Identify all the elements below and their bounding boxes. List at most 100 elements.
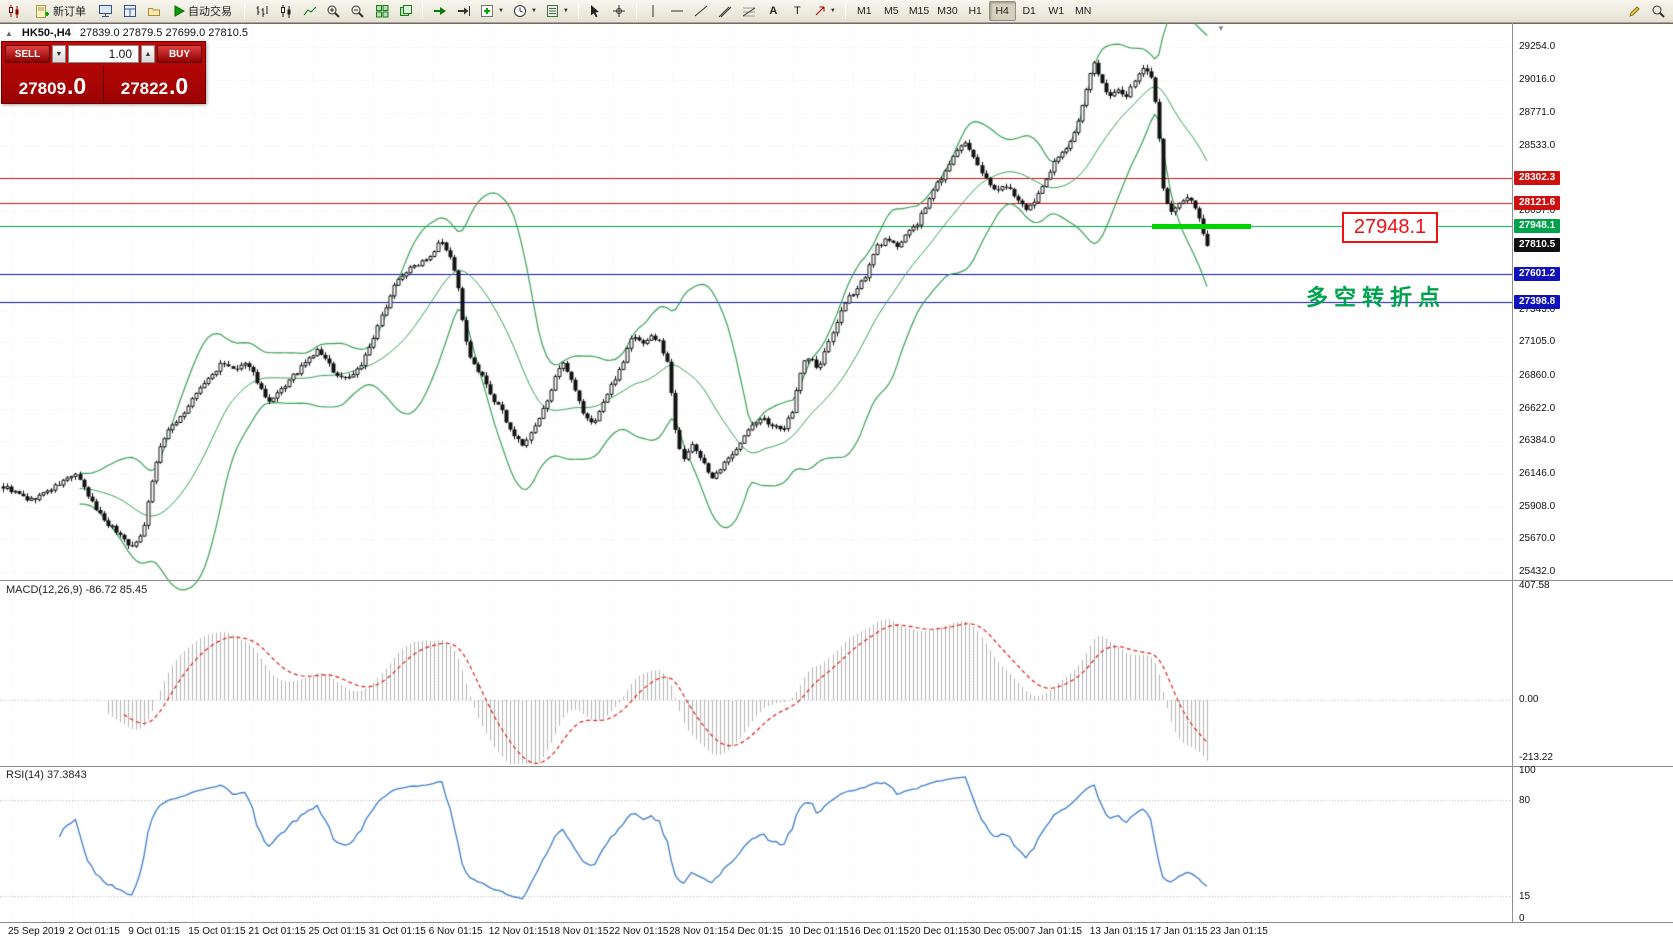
channel-icon[interactable] [714, 1, 737, 21]
text-icon[interactable]: A [769, 5, 778, 17]
auto-trading-icon [174, 5, 185, 17]
macd-axis-tick: -213.22 [1519, 752, 1553, 763]
rsi-axis-tick: 100 [1519, 765, 1536, 776]
date-axis-label: 6 Nov 01:15 [428, 926, 483, 937]
date-axis-label: 31 Oct 01:15 [368, 926, 426, 937]
time-axis[interactable]: 25 Sep 2019 2 Oct 01:15 9 Oct 01:15 15 Oct … [0, 923, 1673, 943]
data-window-icon[interactable] [118, 1, 141, 21]
new-chart-icon[interactable] [3, 1, 27, 21]
rsi-label: RSI(14) 37.3843 [6, 769, 87, 781]
timeframe-mn[interactable]: MN [1075, 5, 1092, 17]
chevron-down-icon: ▼ [829, 8, 836, 14]
main-toolbar: 新订单 自动交易 ▼ ▼ ▼ A T ▼ M1 M5 M15 M30 H1 H4 D1 W1 M… [0, 0, 1673, 23]
date-axis-label: 25 Oct 01:15 [308, 926, 366, 937]
rsi-axis-tick: 80 [1519, 794, 1531, 806]
price-tag-support: 27601.2 [1514, 267, 1561, 282]
market-watch-icon[interactable] [94, 1, 117, 21]
chart-canvas[interactable] [0, 23, 1512, 923]
fibonacci-icon[interactable] [738, 1, 761, 21]
price-axis-tick: 29016.0 [1519, 73, 1556, 85]
line-chart-icon[interactable] [298, 1, 321, 21]
vertical-line-icon[interactable] [642, 1, 665, 21]
zoom-out-icon[interactable] [346, 1, 369, 21]
chart-shift-icon[interactable] [452, 1, 475, 21]
timeframe-m5[interactable]: M5 [884, 5, 899, 17]
rsi-axis-tick: 15 [1519, 890, 1531, 902]
timeframe-w1[interactable]: W1 [1048, 5, 1065, 17]
one-click-trading-panel: SELL ▼ 1.00 ▲ BUY 27809.0 27822.0 [1, 41, 206, 104]
time-axis-separator [0, 922, 1673, 923]
timeframe-h4[interactable]: H4 [988, 1, 1016, 21]
crosshair-icon[interactable] [608, 1, 631, 21]
price-axis-tick: 28057.0 [1519, 205, 1556, 217]
timeframe-group: M1 M5 M15 M30 H1 H4 D1 W1 MN [851, 1, 1097, 21]
turning-level-highlight-line[interactable] [1152, 224, 1251, 229]
cascade-windows-icon[interactable] [394, 1, 417, 21]
timeframe-d1[interactable]: D1 [1022, 5, 1036, 17]
pencil-icon[interactable] [1623, 1, 1646, 21]
price-axis-tick: 26860.0 [1519, 369, 1556, 381]
auto-trading-label: 自动交易 [188, 6, 232, 18]
buy-price-main: 27822 [120, 79, 169, 98]
cursor-icon[interactable] [584, 1, 607, 21]
clock-icon [513, 5, 526, 17]
date-axis-label: 28 Nov 01:15 [669, 926, 729, 937]
sell-price: 27809.0 [2, 66, 103, 102]
price-axis-tick: 26384.0 [1519, 435, 1556, 447]
candlestick-chart-icon[interactable] [274, 1, 297, 21]
date-axis-label: 22 Nov 01:15 [609, 926, 669, 937]
timeframe-m15[interactable]: M15 [908, 5, 930, 17]
new-order-button[interactable]: 新订单 [28, 1, 93, 21]
date-axis-label: 17 Jan 01:15 [1149, 926, 1208, 937]
turning-point-label[interactable]: 多空转折点 [1306, 285, 1447, 310]
indicators-icon [481, 5, 493, 17]
price-axis-tick: 26622.0 [1519, 402, 1556, 414]
auto-scroll-icon[interactable] [428, 1, 451, 21]
date-axis-label: 21 Oct 01:15 [248, 926, 306, 937]
price-callout-box[interactable]: 27948.1 [1342, 212, 1438, 243]
periods-button[interactable]: ▼ [509, 1, 541, 21]
chevron-down-icon: ▼ [562, 8, 569, 14]
auto-trading-button[interactable]: 自动交易 [166, 1, 239, 21]
volume-decrease-button[interactable]: ▼ [52, 45, 66, 63]
timeframe-m30[interactable]: M30 [937, 5, 958, 17]
rsi-panel-splitter[interactable] [0, 766, 1673, 767]
magnifier-icon[interactable] [1647, 1, 1670, 21]
toolbar-separator [244, 3, 245, 19]
date-axis-label: 25 Sep 2019 [8, 926, 65, 937]
timeframe-m1[interactable]: M1 [857, 5, 872, 17]
price-axis-tick: 25432.0 [1519, 566, 1556, 577]
price-axis-tick: 25908.0 [1519, 500, 1556, 512]
horizontal-line-icon[interactable] [666, 1, 689, 21]
buy-button[interactable]: BUY [157, 45, 202, 63]
zoom-in-icon[interactable] [322, 1, 345, 21]
date-axis-label: 13 Jan 01:15 [1089, 926, 1148, 937]
collapse-panel-icon[interactable]: ▲ [5, 28, 13, 38]
chart-shift-marker[interactable]: ▼ [1217, 24, 1225, 33]
sell-button[interactable]: SELL [5, 45, 50, 63]
symbol-ohlc: 27839.0 27879.5 27699.0 27810.5 [79, 27, 249, 39]
date-axis-label: 15 Oct 01:15 [188, 926, 246, 937]
navigator-icon[interactable] [142, 1, 165, 21]
price-tag-support: 27398.8 [1514, 294, 1561, 309]
indicators-button[interactable]: ▼ [476, 1, 508, 21]
new-order-label: 新订单 [53, 6, 86, 18]
macd-panel-splitter[interactable] [0, 580, 1673, 581]
templates-button[interactable]: ▼ [542, 1, 573, 21]
price-axis-tick: 29254.0 [1519, 41, 1556, 52]
trendline-icon[interactable] [690, 1, 713, 21]
arrow-tools-button[interactable]: ▼ [810, 1, 840, 21]
price-axis-tick: 25670.0 [1519, 533, 1556, 545]
volume-increase-button[interactable]: ▲ [141, 45, 155, 63]
price-axis-tick: 28771.0 [1519, 107, 1556, 119]
tile-windows-icon[interactable] [370, 1, 393, 21]
toolbar-separator [844, 3, 846, 19]
bar-chart-icon[interactable] [250, 1, 273, 21]
price-axis[interactable]: 29254.0 29016.0 28771.0 28533.0 28057.0 27343… [1513, 23, 1673, 924]
timeframe-h1[interactable]: H1 [968, 5, 982, 17]
chevron-down-icon: ▼ [530, 8, 537, 14]
price-tag-resistance: 28121.6 [1514, 195, 1561, 210]
macd-axis-tick: 0.00 [1519, 694, 1539, 705]
text-label-icon[interactable]: T [793, 5, 801, 17]
volume-input[interactable]: 1.00 [68, 45, 139, 63]
